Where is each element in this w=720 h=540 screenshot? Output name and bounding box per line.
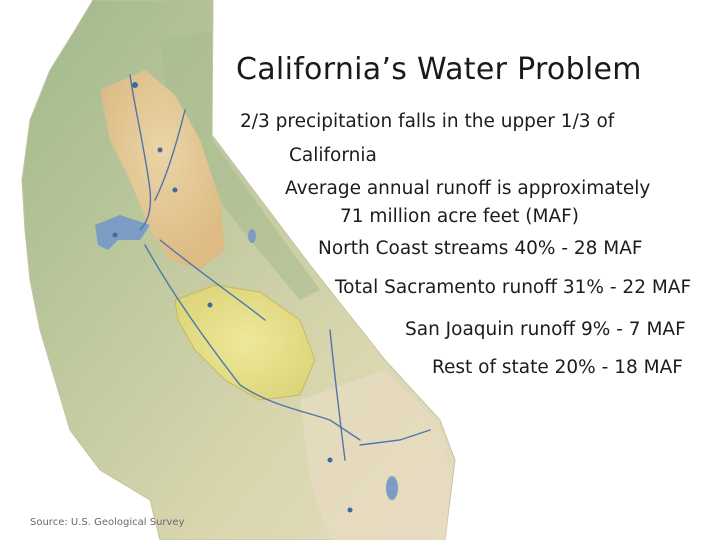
bullet-north-coast: North Coast streams 40% - 28 MAF bbox=[318, 238, 643, 259]
slide-title: California’s Water Problem bbox=[236, 52, 642, 87]
lake-tahoe bbox=[248, 229, 256, 243]
bullet-sacramento: Total Sacramento runoff 31% - 22 MAF bbox=[335, 277, 692, 298]
sacramento-river bbox=[129, 74, 152, 231]
san-joaquin-basin bbox=[174, 284, 316, 401]
oroville-marker bbox=[157, 147, 163, 153]
folsom-marker bbox=[172, 187, 178, 193]
bullet-san-joaquin: San Joaquin runoff 9% - 7 MAF bbox=[405, 319, 686, 340]
source-caption: Source: U.S. Geological Survey bbox=[30, 517, 185, 528]
bullet-precipitation: 2/3 precipitation falls in the upper 1/3… bbox=[240, 111, 615, 132]
desert-region bbox=[300, 370, 452, 540]
feather-river bbox=[154, 109, 186, 201]
bay-area-marker bbox=[112, 232, 118, 238]
bay-water bbox=[95, 215, 150, 250]
sierra-range bbox=[160, 30, 320, 300]
los-angeles-marker bbox=[327, 457, 333, 463]
bullet-runoff: Average annual runoff is approximately bbox=[285, 178, 651, 199]
bullet-precipitation-cont: California bbox=[289, 145, 377, 166]
san-joaquin-river bbox=[159, 239, 266, 321]
shasta-lake-marker bbox=[132, 82, 138, 88]
california-aqueduct bbox=[144, 244, 361, 441]
colorado-aqueduct bbox=[359, 429, 431, 446]
bullet-rest-of-state: Rest of state 20% - 18 MAF bbox=[432, 357, 683, 378]
sacramento-basin bbox=[100, 70, 225, 270]
san-luis-marker bbox=[207, 302, 213, 308]
bullet-runoff-cont: 71 million acre feet (MAF) bbox=[340, 206, 580, 227]
la-aqueduct bbox=[329, 329, 346, 461]
san-diego-marker bbox=[347, 507, 353, 513]
salton-sea bbox=[386, 476, 398, 500]
